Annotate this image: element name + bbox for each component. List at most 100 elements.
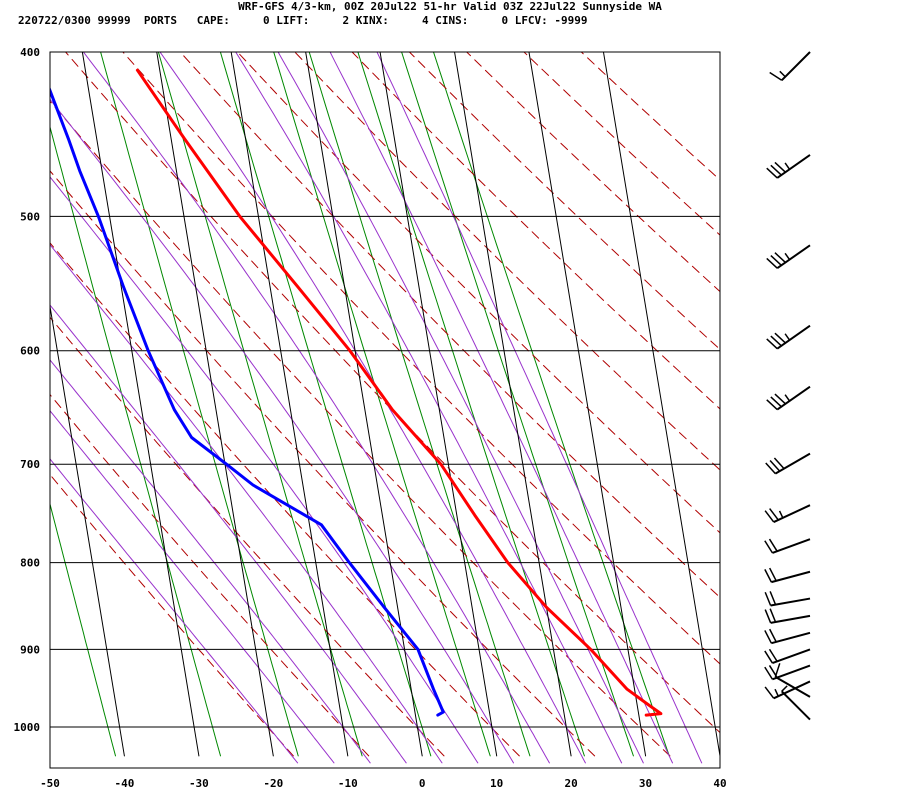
wind-barb [766, 244, 811, 270]
wind-barb [765, 452, 811, 475]
x-tick-label: -40 [115, 777, 135, 790]
x-tick-label: 0 [419, 777, 426, 790]
wind-barb-staff [771, 631, 811, 645]
wind-barb-half-feather [779, 70, 786, 78]
y-tick-label: 500 [20, 210, 40, 223]
wind-barb-feather [769, 591, 777, 605]
wind-barb-staff [770, 614, 811, 624]
wind-barbs [764, 51, 811, 721]
y-tick-label: 600 [20, 345, 40, 358]
moist-adiabat-line [376, 52, 703, 764]
wind-barb-staff [772, 648, 811, 665]
x-tick-label: 40 [713, 777, 726, 790]
isotherm-line [230, 52, 349, 757]
isotherm-line [156, 52, 274, 757]
wind-barb-staff [781, 690, 811, 721]
moist-adiabat-line [50, 304, 407, 764]
wind-barb-feather [766, 338, 778, 350]
isotherm-line [379, 52, 498, 757]
x-tick-label: -30 [189, 777, 209, 790]
wind-barb-feather [768, 648, 778, 662]
x-tick-label: 20 [564, 777, 577, 790]
wind-barb-staff [773, 504, 811, 523]
wind-barb-staff [774, 676, 811, 698]
wind-barb-feather [764, 569, 773, 583]
wind-barb-feather [769, 71, 783, 81]
moist-adiabat-line [50, 98, 514, 764]
isotherm-line [81, 52, 200, 757]
wind-barb-staff [772, 538, 811, 554]
wind-barb-staff [776, 154, 811, 179]
y-tick-labels: 400 500 600 700 800 900 1000 [14, 46, 41, 734]
wind-barb-feather [769, 567, 777, 582]
wind-barb-feather [774, 663, 781, 678]
wind-barb-staff [776, 244, 811, 270]
x-tick-label: -20 [263, 777, 283, 790]
chart-title: WRF-GFS 4/3-km, 00Z 20Jul22 51-hr Valid … [238, 0, 662, 13]
wind-barb-feather [766, 257, 778, 269]
wind-barb-feather [764, 609, 772, 624]
moist-adiabat-line [50, 458, 299, 764]
isotherm-line [528, 52, 647, 757]
mixing-ratio-line [100, 52, 299, 757]
wind-barb-feather [769, 460, 781, 472]
isotherm-line [50, 303, 125, 757]
wind-barb-feather [774, 252, 786, 264]
wind-barb [764, 567, 811, 584]
wind-barb-feather [774, 332, 786, 344]
mixing-ratio-line [50, 502, 116, 757]
dry-adiabat-line [50, 170, 596, 757]
wind-barb [766, 324, 811, 350]
wind-barb [764, 504, 811, 523]
wind-barb-feather [770, 335, 782, 347]
dry-adiabat-line [50, 393, 370, 757]
wind-barb-half-feather [784, 162, 791, 170]
wind-barb [774, 663, 811, 698]
wind-barb-feather [764, 510, 775, 523]
plot-frame [49, 51, 721, 769]
sounding-profiles [50, 68, 663, 717]
wind-barb-feather [769, 608, 777, 623]
dewpoint-profile-line [50, 86, 445, 717]
moist-adiabat-line [159, 52, 586, 764]
mixing-ratio-line [357, 52, 585, 757]
wind-barb-feather [768, 538, 778, 552]
dry-adiabat-line [351, 52, 720, 410]
wind-barb [764, 664, 811, 681]
wind-barb-feather [770, 396, 782, 408]
moist-adiabat-line [82, 52, 550, 764]
wind-barb-staff [776, 385, 811, 411]
x-tick-labels: -50 -40 -30 -20 -10 0 10 20 30 40 [40, 777, 727, 790]
temperature-profile-line [135, 68, 663, 717]
grid-lines [50, 51, 720, 728]
wind-barb-feather [764, 630, 773, 644]
y-tick-label: 700 [20, 458, 40, 471]
wind-barb-feather [774, 393, 786, 405]
wind-barb [764, 648, 811, 665]
dry-adiabat-line [408, 52, 720, 351]
wind-barb-staff [774, 452, 811, 475]
wind-barb-staff [771, 570, 811, 584]
wind-barb [764, 608, 811, 624]
mixing-ratio-line [401, 52, 634, 757]
background-lines [50, 52, 720, 764]
wind-barb-feather [764, 666, 774, 680]
wind-barb-staff [781, 51, 811, 81]
wind-barb [764, 538, 811, 554]
x-tick-label: -10 [338, 777, 358, 790]
dry-adiabat-line [580, 52, 720, 181]
sounding-indices-line: 220722/0300 99999 PORTS CAPE: 0 LIFT: 2 … [18, 14, 588, 27]
wind-barb-feather [766, 399, 778, 411]
dry-adiabat-line [50, 316, 445, 757]
isotherm-line [305, 52, 423, 757]
mixing-ratio-line [157, 52, 363, 757]
wind-barb-staff [770, 597, 811, 607]
wind-barb-feather [774, 161, 786, 173]
dry-adiabat-line [294, 52, 720, 471]
x-tick-label: -50 [40, 777, 60, 790]
wind-barb-feather [773, 457, 785, 470]
wind-barb-staff [772, 664, 811, 681]
wind-barb [764, 680, 811, 700]
wind-barb-half-feather [784, 333, 791, 341]
